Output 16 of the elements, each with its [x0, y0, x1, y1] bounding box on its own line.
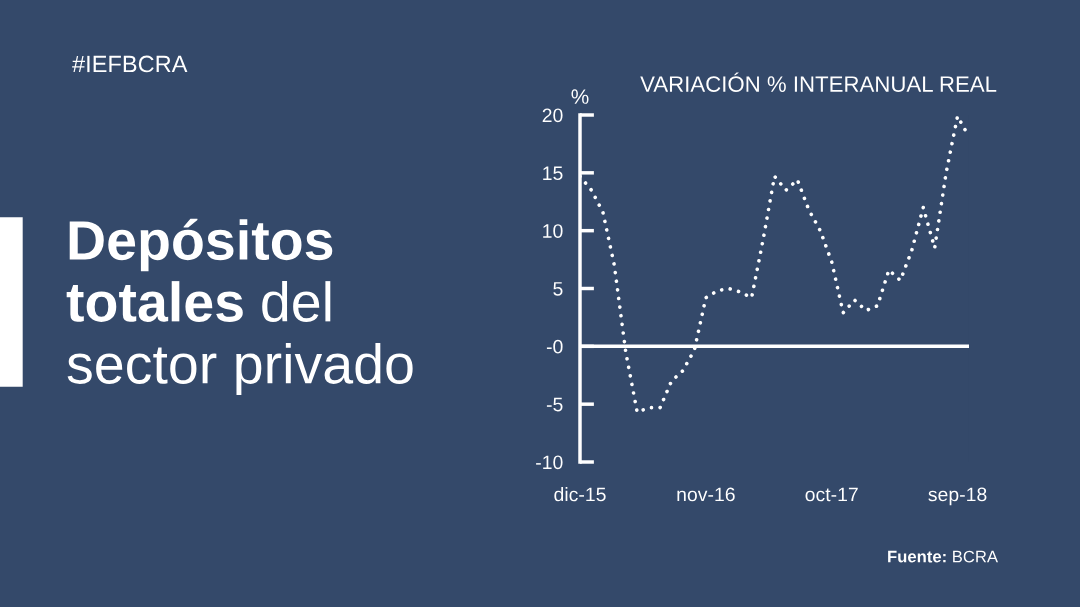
- chart-subtitle: VARIACIÓN % INTERANUAL REAL: [640, 72, 997, 92]
- x-tick-label: nov-16: [677, 487, 735, 502]
- x-tick-label: sep-18: [928, 487, 987, 506]
- y-tick-label: -10: [536, 455, 563, 470]
- y-tick-label: 20: [542, 108, 563, 123]
- y-tick-label: -5: [546, 397, 563, 412]
- x-tick-label: dic-15: [554, 487, 606, 502]
- y-tick-label: 15: [543, 166, 563, 181]
- y-tick-label: 5: [553, 282, 563, 296]
- text: #IEFBCRA: [72, 55, 188, 73]
- x-tick-label: oct-17: [805, 487, 858, 502]
- text: Depósitos totales del sector privado: [66, 218, 413, 395]
- y-tick-label: -0: [546, 339, 563, 354]
- y-axis-title: %: [571, 89, 589, 104]
- source-note: Fuente: BCRA: [888, 550, 999, 563]
- y-tick-label: 10: [543, 224, 563, 238]
